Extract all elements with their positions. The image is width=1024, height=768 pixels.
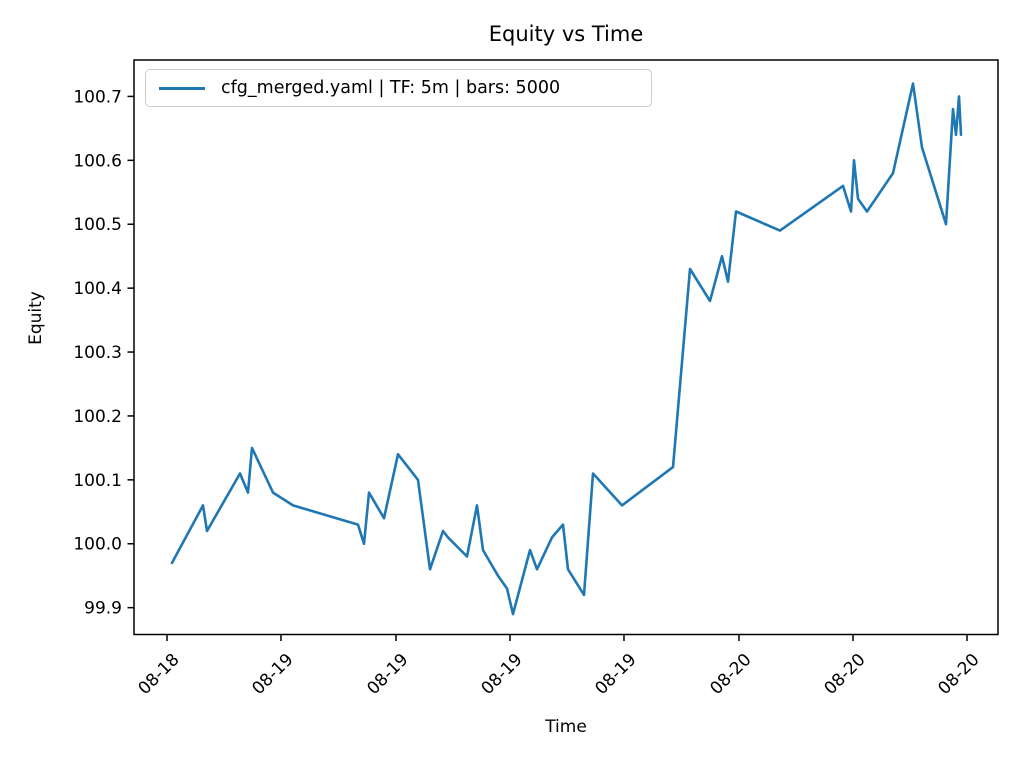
svg-text:08-20: 08-20	[706, 650, 755, 699]
svg-text:08-20: 08-20	[820, 650, 869, 699]
svg-text:100.3: 100.3	[73, 343, 122, 363]
svg-text:08-18: 08-18	[134, 650, 183, 699]
svg-text:100.1: 100.1	[73, 471, 122, 491]
legend-line-sample	[159, 86, 205, 90]
svg-text:08-19: 08-19	[363, 650, 412, 699]
svg-text:100.6: 100.6	[73, 151, 122, 171]
svg-text:08-20: 08-20	[934, 650, 983, 699]
svg-text:100.7: 100.7	[73, 87, 122, 107]
svg-text:100.2: 100.2	[73, 407, 122, 427]
svg-text:08-19: 08-19	[248, 650, 297, 699]
chart-title: Equity vs Time	[488, 22, 644, 46]
legend-label: cfg_merged.yaml | TF: 5m | bars: 5000	[221, 78, 561, 98]
svg-text:100.0: 100.0	[73, 535, 122, 555]
svg-text:100.5: 100.5	[73, 215, 122, 235]
svg-text:99.9: 99.9	[84, 599, 122, 619]
x-axis-label: Time	[545, 717, 587, 737]
svg-text:08-19: 08-19	[591, 650, 640, 699]
legend: cfg_merged.yaml | TF: 5m | bars: 5000	[145, 69, 652, 107]
svg-text:08-19: 08-19	[477, 650, 526, 699]
svg-text:100.4: 100.4	[73, 279, 122, 299]
